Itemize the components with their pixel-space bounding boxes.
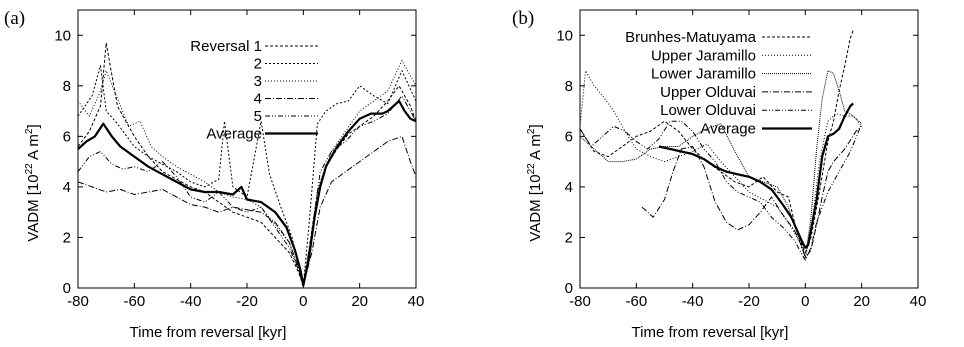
series-line-0 bbox=[77, 42, 417, 286]
series-line-5 bbox=[658, 102, 854, 249]
x-tick-label: 0 bbox=[801, 293, 809, 310]
x-tick-label: -40 bbox=[180, 293, 202, 310]
x-tick-label: -60 bbox=[123, 293, 145, 310]
y-tick-label: 2 bbox=[63, 229, 71, 246]
panel-label: (a) bbox=[4, 8, 25, 29]
x-tick-label: -80 bbox=[67, 293, 89, 310]
y-tick-label: 4 bbox=[565, 179, 573, 196]
y-tick-label: 6 bbox=[565, 128, 573, 145]
x-tick-label: -40 bbox=[682, 293, 704, 310]
legend-label: Average bbox=[700, 121, 756, 138]
panel-label: (b) bbox=[512, 8, 534, 29]
y-tick-label: 8 bbox=[565, 78, 573, 95]
x-tick-label: 20 bbox=[853, 293, 870, 310]
x-tick-label: -80 bbox=[569, 293, 591, 310]
legend-label: Lower Jaramillo bbox=[651, 66, 756, 83]
legend-label: Upper Jaramillo bbox=[651, 47, 756, 64]
legend-label: Lower Olduvai bbox=[660, 102, 756, 119]
legend-label: 4 bbox=[254, 91, 262, 108]
x-tick-label: 0 bbox=[299, 293, 307, 310]
x-tick-label: 40 bbox=[910, 293, 927, 310]
y-axis-label: VADM [1022 A m2] bbox=[526, 124, 544, 241]
legend-label: Reversal 1 bbox=[190, 38, 262, 55]
panel-a: (a) Time from reversal [kyr] VADM [1022 … bbox=[4, 8, 424, 341]
x-axis-label: Time from reversal [kyr] bbox=[130, 324, 287, 341]
series-line-3 bbox=[77, 135, 417, 286]
series-line-2 bbox=[77, 60, 417, 286]
legend-label: 5 bbox=[254, 108, 262, 125]
x-axis-label: Time from reversal [kyr] bbox=[632, 324, 789, 341]
series-line-0 bbox=[579, 30, 854, 254]
y-tick-label: 10 bbox=[54, 27, 71, 44]
panel-b: (b) Time from reversal [kyr] VADM [1022 … bbox=[512, 8, 926, 341]
series-line-1 bbox=[77, 65, 417, 286]
x-tick-label: -20 bbox=[738, 293, 760, 310]
y-tick-label: 10 bbox=[556, 27, 573, 44]
x-tick-label: 40 bbox=[408, 293, 425, 310]
series-line-4 bbox=[77, 95, 417, 286]
legend-label: Average bbox=[206, 126, 262, 143]
series-line-5 bbox=[77, 99, 417, 287]
x-tick-label: 20 bbox=[351, 293, 368, 310]
y-tick-label: 8 bbox=[63, 78, 71, 95]
y-tick-label: 0 bbox=[565, 280, 573, 297]
legend-label: Upper Olduvai bbox=[660, 84, 756, 101]
y-axis-label: VADM [1022 A m2] bbox=[24, 124, 42, 241]
x-tick-label: -20 bbox=[236, 293, 258, 310]
series-line-4 bbox=[579, 120, 863, 261]
y-tick-label: 2 bbox=[565, 229, 573, 246]
legend-label: 2 bbox=[254, 56, 262, 73]
series-line-3 bbox=[641, 125, 863, 259]
y-tick-label: 4 bbox=[63, 179, 71, 196]
legend-label: 3 bbox=[254, 73, 262, 90]
x-tick-label: -60 bbox=[625, 293, 647, 310]
y-tick-label: 6 bbox=[63, 128, 71, 145]
y-tick-label: 0 bbox=[63, 280, 71, 297]
legend-label: Brunhes-Matuyama bbox=[625, 29, 757, 46]
